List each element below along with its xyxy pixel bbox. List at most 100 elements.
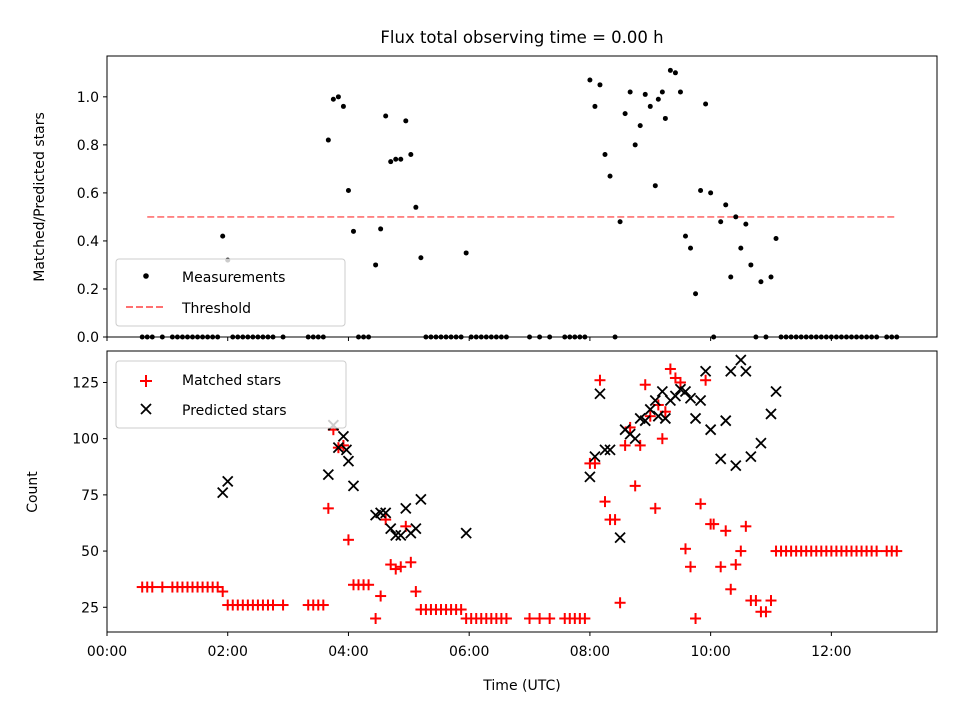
- top-y-axis-label: Matched/Predicted stars: [32, 112, 48, 282]
- matched-star-point: [609, 514, 621, 526]
- measurement-point: [350, 228, 356, 234]
- measurement-point: [728, 274, 734, 280]
- top-y-tick-label: 0.4: [77, 234, 99, 250]
- bottom-x-axis-label: Time (UTC): [482, 678, 560, 694]
- predicted-star-point: [689, 412, 702, 425]
- predicted-star-point: [644, 403, 656, 416]
- measurement-point: [659, 89, 665, 95]
- predicted-star-point: [699, 365, 712, 377]
- bottom-legend: Matched stars Predicted stars: [115, 360, 347, 429]
- measurement-point: [688, 245, 694, 251]
- predicted-star-point: [380, 507, 392, 519]
- measurement-point: [693, 291, 699, 297]
- predicted-star-point: [704, 424, 717, 436]
- matched-star-point: [639, 379, 651, 391]
- predicted-star-point: [740, 365, 752, 377]
- measurement-point: [667, 67, 673, 73]
- matched-star-point: [267, 599, 279, 611]
- measurement-point: [463, 250, 469, 256]
- measurement-point: [647, 103, 653, 109]
- predicted-star-point: [652, 410, 664, 422]
- measurement-point: [418, 255, 424, 261]
- measurement-point: [602, 151, 608, 157]
- predicted-star-point: [684, 392, 697, 404]
- matched-star-point: [715, 561, 727, 573]
- predicted-star-point: [614, 531, 626, 544]
- bottom-y-tick-label: 50: [81, 544, 99, 560]
- predicted-star-point: [342, 455, 355, 467]
- predicted-star-point: [347, 480, 360, 492]
- matched-star-point: [891, 545, 903, 557]
- predicted-star-point: [656, 385, 668, 398]
- matched-star-point: [277, 599, 289, 611]
- predicted-star-point: [400, 502, 412, 514]
- measurement-point: [662, 115, 668, 121]
- measurement-point: [758, 279, 764, 285]
- bottom-y-axis-label: Count: [25, 471, 41, 513]
- top-y-tick-label: 0.6: [77, 186, 99, 202]
- measurement-point: [607, 173, 613, 179]
- measurement-point: [335, 94, 341, 100]
- matched-star-point: [629, 480, 641, 492]
- measurement-point: [622, 111, 628, 117]
- matched-star-point: [594, 374, 606, 386]
- matched-star-point: [317, 599, 329, 611]
- bottom-x-tick-label: 10:00: [690, 644, 730, 660]
- bottom-x-tick-label: 12:00: [811, 644, 851, 660]
- measurement-point: [672, 70, 678, 76]
- measurement-point: [627, 89, 633, 95]
- matched-star-point: [740, 520, 752, 532]
- measurement-point: [637, 123, 643, 129]
- predicted-star-point: [594, 388, 606, 400]
- matched-star-point: [363, 579, 375, 591]
- predicted-star-point: [745, 451, 757, 463]
- predicted-star-point: [669, 390, 682, 402]
- matched-star-point: [765, 595, 777, 607]
- matched-star-point: [695, 498, 707, 510]
- measurement-point: [373, 262, 379, 268]
- predicted-star-point: [322, 469, 334, 481]
- matched-star-point: [544, 613, 556, 625]
- measurement-point: [682, 233, 688, 239]
- matched-star-point: [871, 545, 883, 557]
- measurement-point: [743, 221, 749, 227]
- matched-star-point: [534, 613, 546, 625]
- predicted-star-point: [385, 522, 397, 535]
- matched-star-point: [700, 374, 712, 386]
- predicted-star-point: [410, 522, 422, 535]
- predicted-star-point: [415, 493, 427, 506]
- legend-matched-label: Matched stars: [182, 373, 281, 389]
- matched-star-point: [649, 502, 661, 514]
- bottom-y-ticks: 25 50 75 100 125: [72, 375, 107, 616]
- bottom-y-tick-label: 25: [81, 600, 99, 616]
- measurement-point: [723, 202, 729, 208]
- predicted-star-point: [629, 433, 641, 445]
- predicted-star-point: [332, 442, 345, 454]
- measurement-point: [398, 156, 404, 162]
- bottom-x-tick-label: 08:00: [570, 644, 610, 660]
- matched-star-point: [217, 586, 229, 598]
- legend-measurements-marker: [143, 273, 149, 279]
- measurement-point: [403, 118, 409, 124]
- predicted-star-point: [694, 394, 707, 407]
- measurement-point: [703, 101, 709, 107]
- matched-star-point: [500, 613, 512, 625]
- predicted-star-point: [720, 415, 732, 427]
- bottom-y-tick-label: 125: [72, 375, 99, 391]
- predicted-star-point: [715, 453, 727, 465]
- measurement-point: [220, 233, 226, 239]
- top-y-tick-label: 1.0: [77, 90, 99, 106]
- measurement-point: [325, 137, 331, 143]
- measurement-point: [393, 156, 399, 162]
- legend-matched-marker: [140, 375, 152, 387]
- predicted-star-point: [604, 444, 616, 456]
- matched-star-point: [599, 496, 611, 508]
- matched-star-point: [679, 543, 691, 555]
- top-legend-box: [115, 258, 346, 327]
- measurement-point: [642, 91, 648, 97]
- predicted-star-point: [659, 412, 672, 425]
- bottom-x-tick-label: 02:00: [208, 644, 248, 660]
- matched-star-point: [405, 556, 417, 568]
- top-x-ticks: [106, 337, 832, 341]
